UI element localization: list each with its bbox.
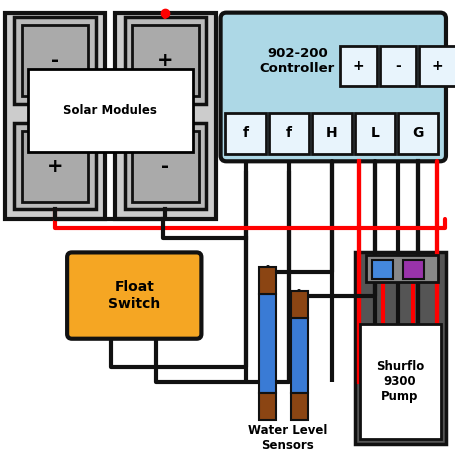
Bar — [458, 46, 474, 86]
Bar — [5, 12, 106, 219]
Bar — [259, 294, 276, 393]
Bar — [22, 131, 88, 201]
Bar — [115, 12, 216, 219]
Bar — [380, 46, 416, 86]
Text: 902-200
Controller: 902-200 Controller — [260, 47, 335, 74]
Bar — [269, 113, 309, 154]
Bar — [132, 25, 199, 96]
Bar — [403, 260, 424, 279]
Bar — [259, 393, 276, 420]
Bar — [22, 25, 88, 96]
Bar — [355, 113, 395, 154]
Text: -: - — [51, 51, 59, 70]
Text: -: - — [161, 157, 169, 176]
Bar — [291, 291, 308, 317]
Text: Shurflo
9300
Pump: Shurflo 9300 Pump — [376, 360, 424, 403]
Bar — [366, 255, 438, 282]
Text: f: f — [243, 127, 248, 140]
Bar — [372, 260, 393, 279]
FancyBboxPatch shape — [220, 12, 446, 161]
Text: Solar Modules: Solar Modules — [64, 104, 157, 117]
Bar — [340, 46, 377, 86]
Bar — [291, 317, 308, 393]
Bar — [259, 267, 276, 294]
Bar — [225, 113, 265, 154]
Bar — [312, 113, 352, 154]
Bar — [419, 46, 456, 86]
Bar — [14, 18, 96, 104]
Text: H: H — [326, 127, 337, 140]
Bar — [398, 113, 438, 154]
Bar — [132, 131, 199, 201]
Bar — [355, 252, 446, 444]
Text: +: + — [353, 59, 365, 73]
Bar — [14, 123, 96, 209]
Text: +: + — [431, 59, 443, 73]
Bar — [125, 18, 206, 104]
Text: -: - — [395, 59, 401, 73]
Text: +: + — [157, 51, 173, 70]
Text: +: + — [46, 157, 63, 176]
Text: Float
Switch: Float Switch — [108, 280, 160, 310]
Bar — [291, 393, 308, 420]
FancyBboxPatch shape — [67, 252, 201, 339]
Text: Water Level
Sensors: Water Level Sensors — [248, 424, 328, 451]
Text: G: G — [412, 127, 424, 140]
Text: f: f — [286, 127, 292, 140]
Text: L: L — [371, 127, 379, 140]
Bar — [125, 123, 206, 209]
Bar — [360, 324, 441, 439]
